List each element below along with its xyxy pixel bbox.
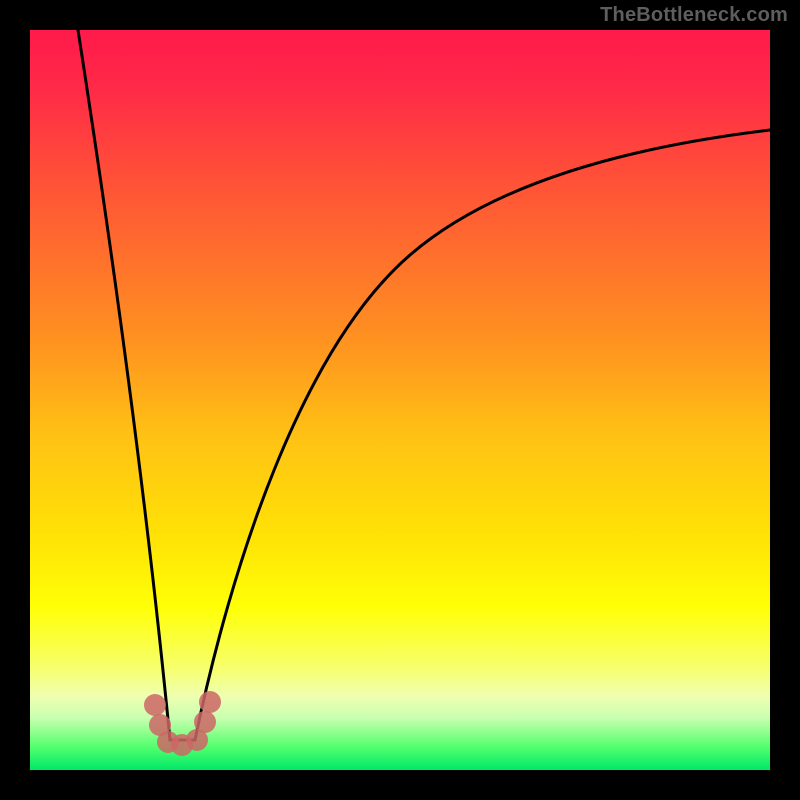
valley-marker-dot [144, 694, 166, 716]
plot-background-gradient [30, 30, 770, 770]
valley-marker-dot [199, 691, 221, 713]
bottleneck-chart [0, 0, 800, 800]
valley-marker-dot [194, 711, 216, 733]
chart-root: TheBottleneck.com [0, 0, 800, 800]
watermark-text: TheBottleneck.com [600, 4, 788, 27]
